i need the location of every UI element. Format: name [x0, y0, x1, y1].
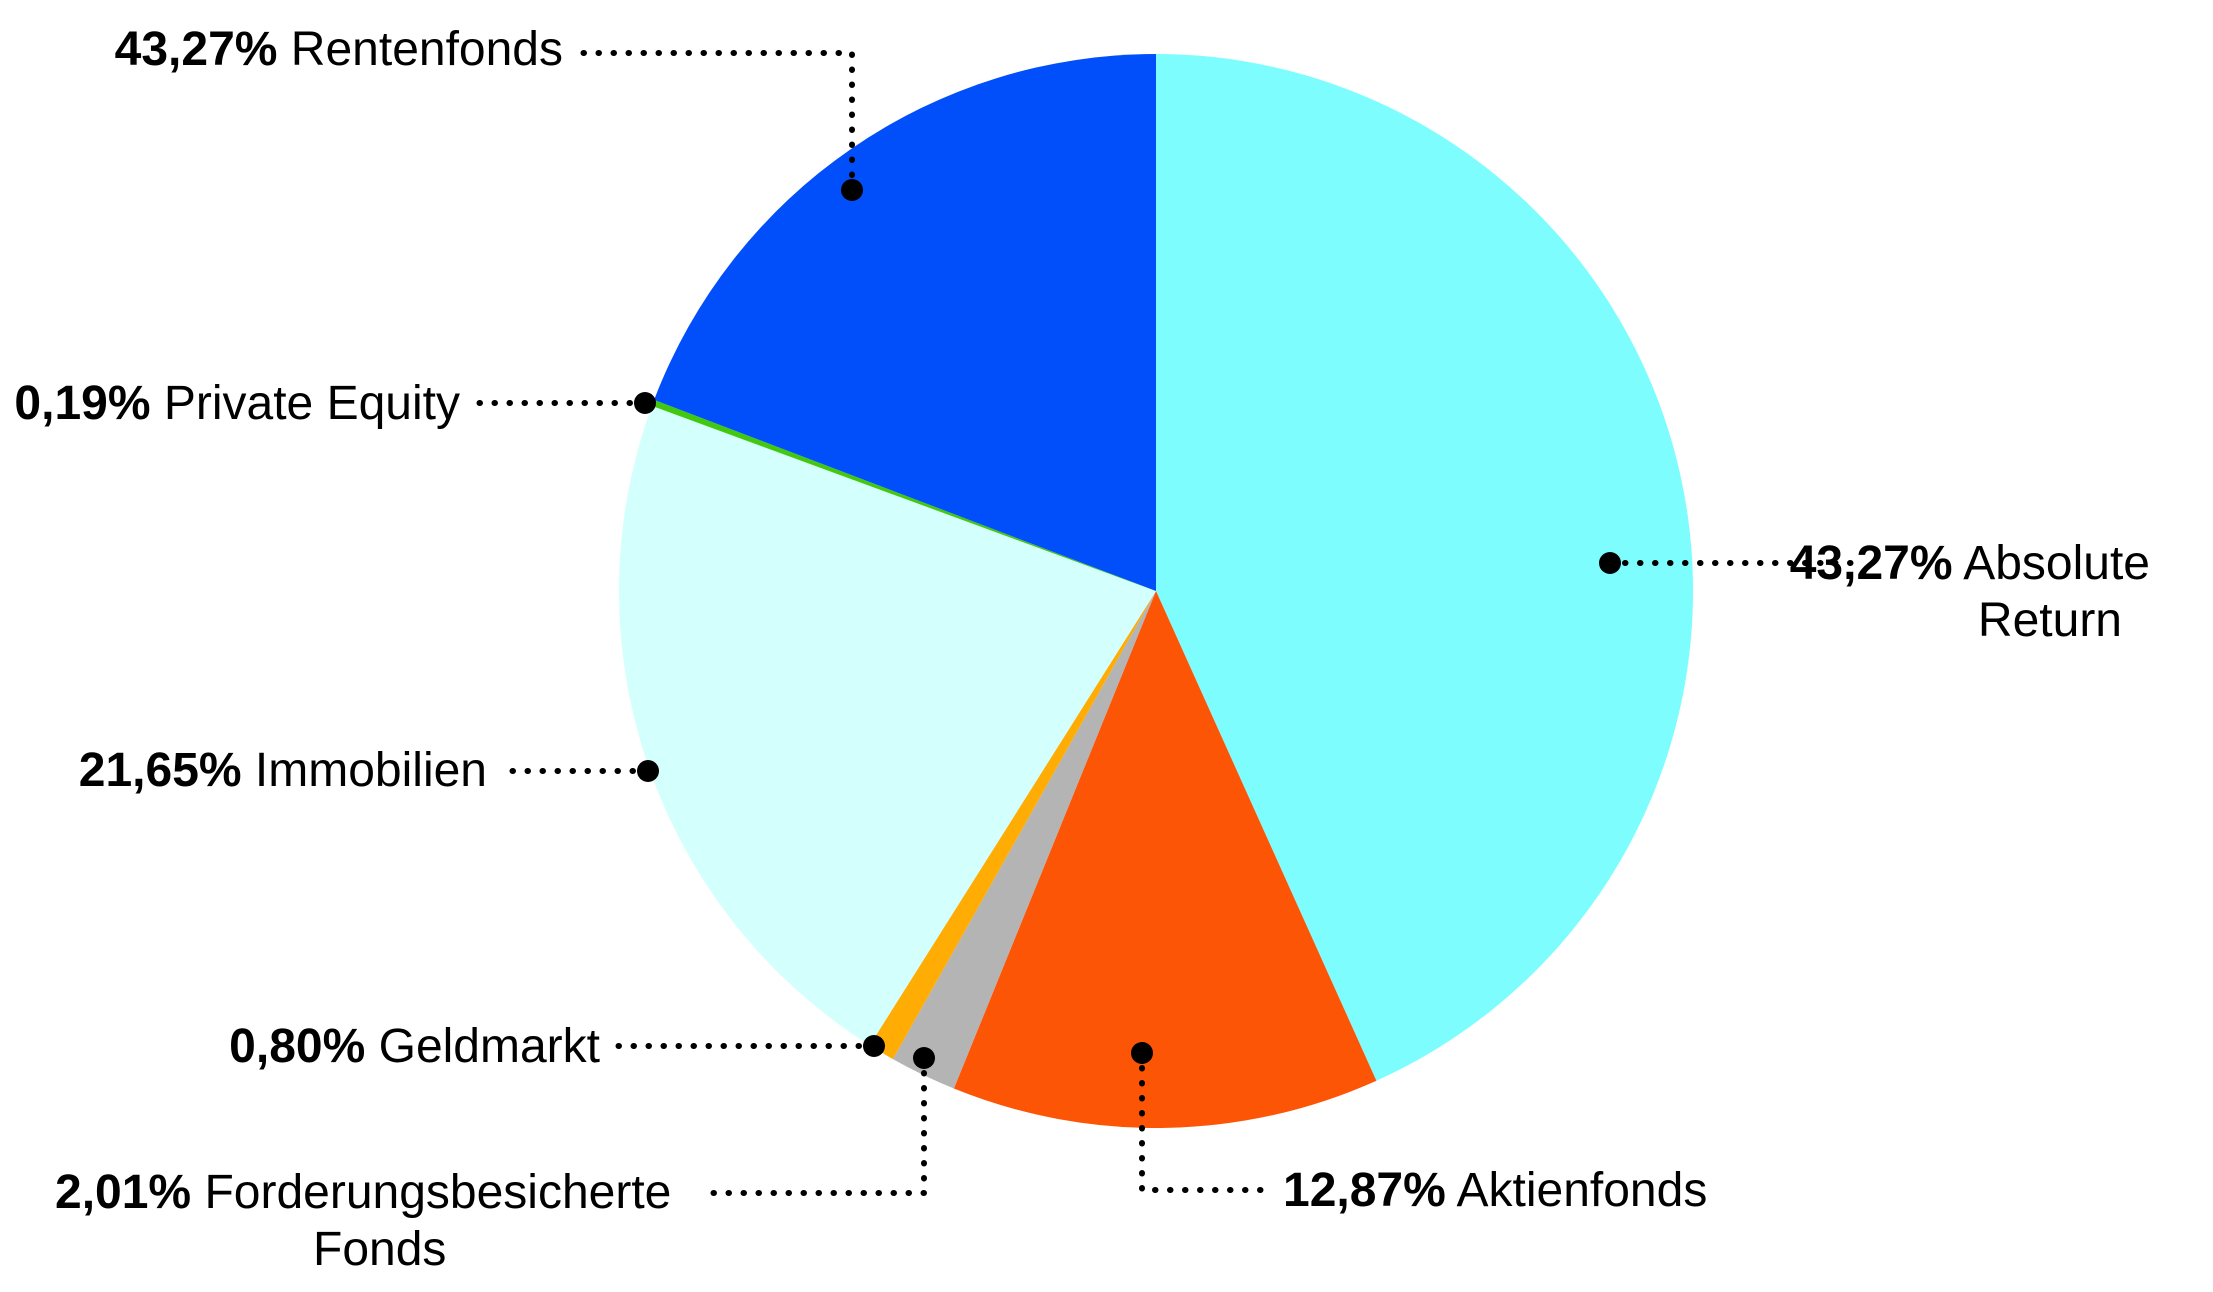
label-rentenfonds-percent: 43,27% — [114, 23, 278, 76]
label-immobilien-percent: 21,65% — [78, 744, 242, 797]
label-absolute-return: 43,27% Absolute Return — [1790, 535, 2150, 649]
label-geldmarkt-percent: 0,80% — [229, 1020, 366, 1073]
pie-slice-immobilien — [618, 405, 1156, 1046]
label-forderungsbesicherte-fonds: 2,01% Forderungsbesicherte Fonds — [55, 1164, 671, 1278]
label-rentenfonds-name: Rentenfonds — [290, 23, 563, 76]
label-aktienfonds-name: Aktienfonds — [1456, 1164, 1708, 1217]
pie-slice-aktienfonds — [953, 591, 1377, 1128]
label-forderungsbesicherte-line2: Fonds — [313, 1223, 447, 1276]
label-forderungsbesicherte-line1: 2,01% Forderungsbesicherte — [55, 1164, 671, 1221]
label-geldmarkt: 0,80% Geldmarkt — [229, 1018, 600, 1075]
label-absolute-return-line2: Return — [1977, 594, 2122, 647]
label-immobilien-name: Immobilien — [254, 744, 487, 797]
callout-dot-rentenfonds — [841, 179, 863, 201]
label-private-equity-name: Private Equity — [163, 377, 460, 430]
label-private-equity-percent: 0,19% — [14, 377, 151, 430]
pie-slice-forderungsbesicherte-fonds — [892, 591, 1156, 1089]
label-forderungsbesicherte-name: Forderungsbesicherte — [204, 1166, 672, 1219]
label-absolute-return-percent: 43,27% — [1789, 537, 1953, 590]
label-absolute-return-name: Absolute — [1963, 537, 2150, 590]
label-aktienfonds: 12,87% Aktienfonds — [1283, 1162, 1707, 1219]
callout-dot-private-equity — [634, 392, 656, 414]
pie-slice-absolute-return — [1156, 53, 1694, 1081]
label-rentenfonds: 43,27% Rentenfonds — [115, 21, 563, 78]
label-absolute-return-line1: 43,27% Absolute — [1790, 535, 2150, 592]
label-forderungsbesicherte-percent: 2,01% — [55, 1166, 192, 1219]
pie-slice-rentenfonds — [654, 54, 1156, 591]
callout-leader-rentenfonds — [572, 50, 855, 193]
label-immobilien: 21,65% Immobilien — [79, 742, 487, 799]
callout-dot-forderungsbesicherte-fonds — [913, 1047, 935, 1069]
callout-dot-absolute-return — [1599, 552, 1621, 574]
label-private-equity: 0,19% Private Equity — [14, 375, 460, 432]
label-geldmarkt-name: Geldmarkt — [378, 1020, 600, 1073]
label-aktienfonds-percent: 12,87% — [1283, 1164, 1446, 1217]
pie-slice-geldmarkt — [869, 591, 1156, 1060]
callout-dot-aktienfonds — [1131, 1042, 1153, 1064]
callout-dot-geldmarkt — [863, 1035, 885, 1057]
pie-slice-private-equity — [651, 399, 1156, 591]
callout-dot-immobilien — [637, 760, 659, 782]
callout-leader-aktienfonds — [1139, 1050, 1278, 1193]
callout-leader-forderungsbesicherte-fonds — [697, 1055, 927, 1196]
